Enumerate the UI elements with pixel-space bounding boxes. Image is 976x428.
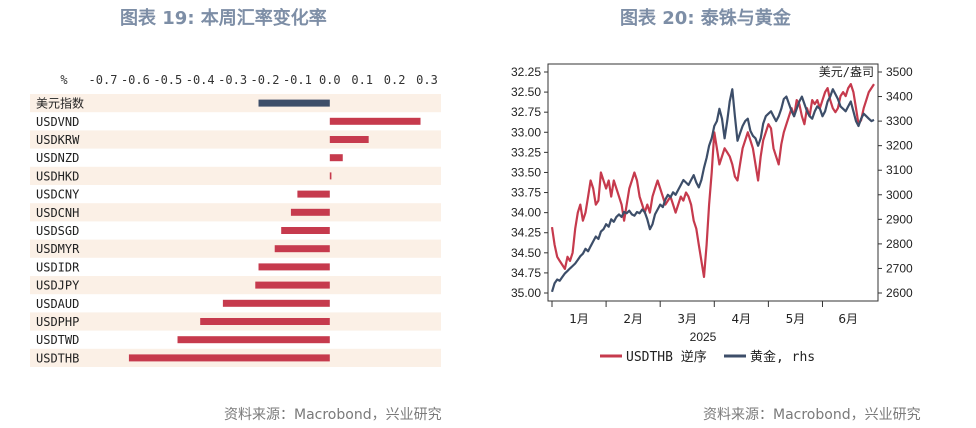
row-stripe <box>30 239 441 258</box>
left-tick-label: 34.50 <box>511 246 541 260</box>
x-tick-label: -0.1 <box>283 73 312 87</box>
x-tick-label: -0.5 <box>153 73 182 87</box>
series-line-0 <box>550 82 875 278</box>
left-tick-label: 35.00 <box>511 286 541 300</box>
x-tick-label: 0.3 <box>416 73 438 87</box>
right-tick-label: 3400 <box>886 90 913 104</box>
x-tick-label: -0.4 <box>186 73 215 87</box>
month-label: 4月 <box>732 312 752 326</box>
series-line-1 <box>550 88 875 293</box>
bar-USDKRW <box>329 136 369 143</box>
x-unit-label: % <box>60 73 68 87</box>
bar-USDMYR <box>274 245 330 253</box>
left-tick-label: 33.00 <box>511 125 541 139</box>
bar-USDTHB <box>128 354 330 362</box>
left-tick-label: 32.25 <box>511 65 541 79</box>
left-tick-label: 34.75 <box>511 266 541 280</box>
category-label: USDTHB <box>36 351 79 365</box>
row-stripe <box>30 166 441 185</box>
bar-USDAUD <box>222 299 330 307</box>
right-tick-label: 3000 <box>886 188 913 202</box>
category-label: USDNZD <box>36 151 79 165</box>
x-tick-label: 0.1 <box>351 73 373 87</box>
bar-USDJPY <box>255 281 330 289</box>
bar-USDTWD <box>177 336 330 344</box>
left-tick-label: 33.25 <box>511 145 541 159</box>
left-tick-label: 32.75 <box>511 105 541 119</box>
bar-USDHKD <box>329 172 332 180</box>
category-label: USDPHP <box>36 315 79 329</box>
month-label: 6月 <box>838 312 858 326</box>
month-label: 5月 <box>786 312 806 326</box>
month-label: 1月 <box>569 312 589 326</box>
right-source-note: 资料来源：Macrobond，兴业研究 <box>703 407 921 423</box>
left-tick-label: 33.75 <box>511 186 541 200</box>
bar-USDSGD <box>281 227 330 234</box>
left-tick-label: 34.25 <box>511 226 541 240</box>
bar-USDCNY <box>297 190 330 198</box>
right-line-chart: 32.25 32.50 32.75 33.00 33.25 33.50 33.75 34.00… <box>511 63 913 365</box>
category-label: USDAUD <box>36 297 79 311</box>
category-label: USDKRW <box>36 133 80 147</box>
category-label: USDCNY <box>36 188 80 202</box>
legend-label-1: 黄金, rhs <box>750 349 815 365</box>
right-tick-label: 3100 <box>886 163 913 177</box>
row-stripe <box>30 94 441 113</box>
right-tick-label: 3200 <box>886 139 913 153</box>
x-tick-label: -0.3 <box>218 73 247 87</box>
left-source-note: 资料来源：Macrobond，兴业研究 <box>224 407 442 423</box>
year-label: 2025 <box>690 330 717 344</box>
x-tick-label: -0.6 <box>121 73 150 87</box>
category-label: USDSGD <box>36 224 79 238</box>
bar-USDPHP <box>200 318 330 325</box>
month-label: 3月 <box>677 312 697 326</box>
x-tick-label: -0.2 <box>251 73 280 87</box>
row-stripe <box>30 276 441 295</box>
bar-USDVND <box>329 117 421 125</box>
plot-frame <box>547 63 879 302</box>
x-tick-label: 0.2 <box>384 73 406 87</box>
category-label: USDIDR <box>36 260 80 274</box>
x-tick-label: 0.0 <box>319 73 341 87</box>
left-bar-chart: % -0.7 -0.6 -0.5 -0.4 -0.3 -0.2 -0.1 0.0 0.1 0.2 0.… <box>30 73 441 367</box>
left-chart-title: 图表 19: 本周汇率变化率 <box>120 8 327 29</box>
category-label: USDCNH <box>36 206 79 220</box>
legend-label-0: USDTHB 逆序 <box>626 349 707 365</box>
x-tick-label: -0.7 <box>89 73 118 87</box>
right-tick-label: 2900 <box>886 212 913 226</box>
right-axis-unit-label: 美元/盎司 <box>819 65 874 79</box>
bar-USDNZD <box>329 154 343 162</box>
month-label: 2月 <box>623 312 643 326</box>
left-tick-label: 33.50 <box>511 165 541 179</box>
bar-USDIDR <box>258 263 330 271</box>
category-label: USDJPY <box>36 279 80 293</box>
category-label: USDTWD <box>36 333 79 347</box>
category-label: USDMYR <box>36 242 80 256</box>
category-label: USDVND <box>36 115 79 129</box>
bar-美元指数 <box>258 99 330 107</box>
row-stripe <box>30 203 441 222</box>
right-tick-label: 3300 <box>886 114 913 128</box>
right-tick-label: 2800 <box>886 237 913 251</box>
left-tick-label: 34.00 <box>511 206 541 220</box>
right-chart-title: 图表 20: 泰铢与黄金 <box>620 8 791 29</box>
category-label: 美元指数 <box>36 96 84 111</box>
bar-USDCNH <box>290 208 330 216</box>
right-tick-label: 2700 <box>886 261 913 275</box>
right-tick-label: 2600 <box>886 286 913 300</box>
right-tick-label: 3500 <box>886 65 913 79</box>
left-tick-label: 32.50 <box>511 85 541 99</box>
row-stripe <box>30 130 441 149</box>
category-label: USDHKD <box>36 169 79 183</box>
